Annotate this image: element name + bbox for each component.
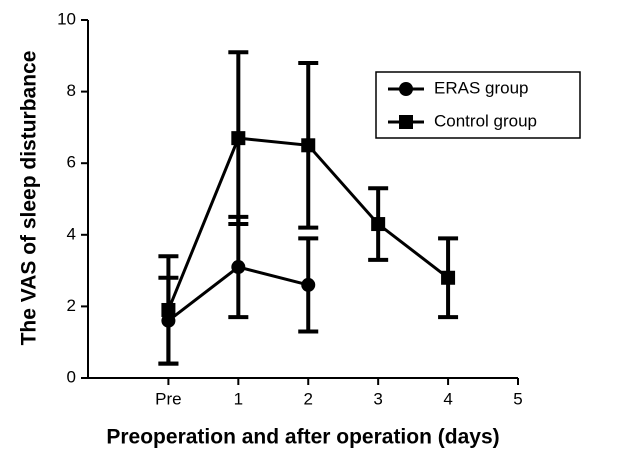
marker bbox=[301, 277, 316, 292]
x-axis-label: Preoperation and after operation (days) bbox=[106, 426, 499, 449]
y-tick-label: 8 bbox=[67, 81, 76, 100]
marker bbox=[371, 217, 386, 232]
x-tick-label: 3 bbox=[373, 389, 382, 408]
x-tick-label: 4 bbox=[443, 389, 452, 408]
x-tick-label: 1 bbox=[234, 389, 243, 408]
y-axis-label: The VAS of sleep disturbance bbox=[18, 51, 41, 346]
x-tick-label: 2 bbox=[304, 389, 313, 408]
x-tick-label: Pre bbox=[155, 389, 181, 408]
legend-marker bbox=[399, 82, 413, 96]
marker bbox=[441, 270, 456, 285]
y-tick-label: 10 bbox=[57, 9, 76, 28]
marker bbox=[231, 131, 246, 146]
y-tick-label: 4 bbox=[67, 224, 76, 243]
marker bbox=[301, 138, 316, 153]
legend-marker bbox=[399, 115, 413, 129]
marker bbox=[161, 302, 176, 317]
marker bbox=[231, 260, 246, 275]
legend-label: Control group bbox=[434, 111, 537, 130]
legend-box bbox=[375, 71, 581, 139]
legend-label: ERAS group bbox=[434, 78, 529, 97]
x-tick-label: 5 bbox=[513, 389, 522, 408]
y-tick-label: 2 bbox=[67, 296, 76, 315]
y-tick-label: 6 bbox=[67, 153, 76, 172]
y-tick-label: 0 bbox=[67, 367, 76, 386]
